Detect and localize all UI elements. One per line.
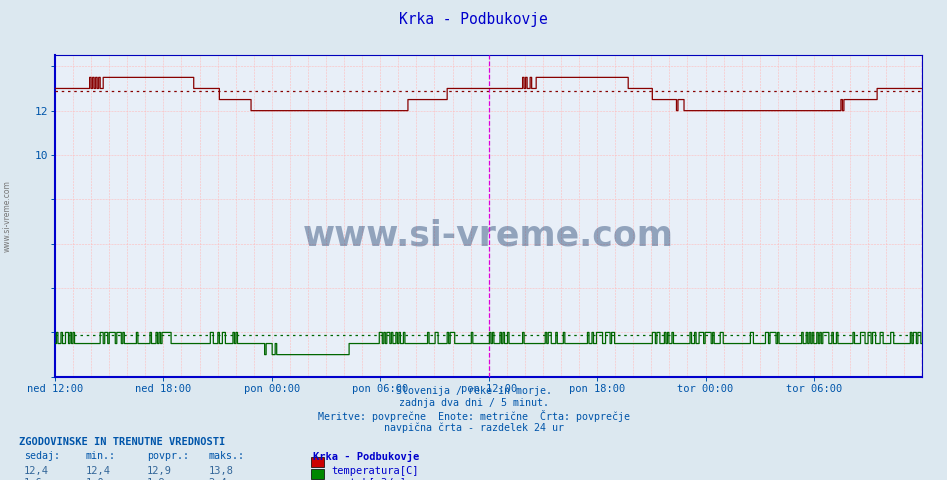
Text: 12,4: 12,4 bbox=[85, 466, 110, 476]
Text: Slovenija / reke in morje.: Slovenija / reke in morje. bbox=[396, 386, 551, 396]
Text: 1,9: 1,9 bbox=[147, 478, 166, 480]
Text: 1,0: 1,0 bbox=[85, 478, 104, 480]
Text: 13,8: 13,8 bbox=[208, 466, 233, 476]
Text: zadnja dva dni / 5 minut.: zadnja dva dni / 5 minut. bbox=[399, 398, 548, 408]
Text: ZGODOVINSKE IN TRENUTNE VREDNOSTI: ZGODOVINSKE IN TRENUTNE VREDNOSTI bbox=[19, 437, 225, 447]
Text: 12,9: 12,9 bbox=[147, 466, 171, 476]
Text: Krka - Podbukovje: Krka - Podbukovje bbox=[399, 12, 548, 26]
Text: www.si-vreme.com: www.si-vreme.com bbox=[303, 218, 674, 252]
Text: maks.:: maks.: bbox=[208, 451, 244, 461]
Text: 12,4: 12,4 bbox=[24, 466, 48, 476]
Text: povpr.:: povpr.: bbox=[147, 451, 188, 461]
Text: 1,6: 1,6 bbox=[24, 478, 43, 480]
Text: min.:: min.: bbox=[85, 451, 116, 461]
Text: 2,4: 2,4 bbox=[208, 478, 227, 480]
Text: temperatura[C]: temperatura[C] bbox=[331, 466, 419, 476]
Text: navpična črta - razdelek 24 ur: navpična črta - razdelek 24 ur bbox=[384, 422, 563, 433]
Text: Krka - Podbukovje: Krka - Podbukovje bbox=[313, 451, 419, 462]
Text: sedaj:: sedaj: bbox=[24, 451, 60, 461]
Text: www.si-vreme.com: www.si-vreme.com bbox=[3, 180, 12, 252]
Text: pretok[m3/s]: pretok[m3/s] bbox=[331, 478, 406, 480]
Text: Meritve: povprečne  Enote: metrične  Črta: povprečje: Meritve: povprečne Enote: metrične Črta:… bbox=[317, 410, 630, 422]
